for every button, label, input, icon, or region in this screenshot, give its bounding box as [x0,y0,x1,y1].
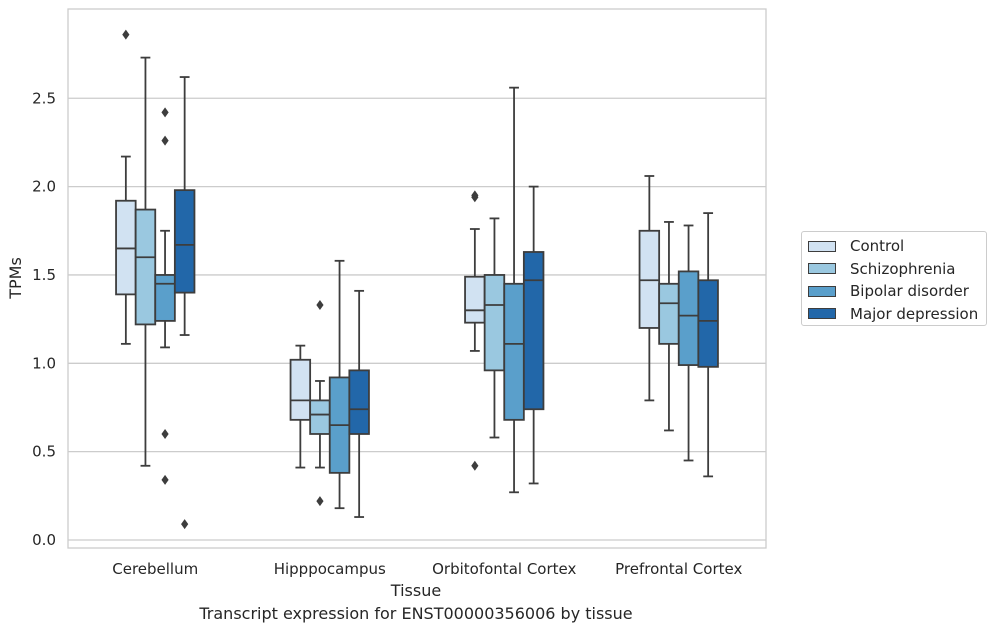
box-control [464,190,486,471]
boxes [115,29,719,530]
box-iqr [134,208,157,326]
box-schizophrenia [658,221,680,432]
outlier-point [471,190,479,201]
box-iqr [658,282,680,345]
box-iqr [697,279,719,368]
y-tick-label: 0.5 [32,443,56,461]
legend-swatch [808,263,836,275]
y-tick-label: 1.0 [32,354,56,372]
outlier-point [471,460,479,471]
legend-item-major-depression: Major depression [808,303,986,326]
x-axis-title: Tissue [390,581,441,600]
box-major-depression [173,76,196,530]
box-iqr [503,282,525,421]
box-iqr [154,274,176,322]
box-major-depression [522,185,545,485]
x-tick-labels: Cerebellum Hipppocampus Orbitofontal Corte… [112,560,742,578]
y-axis-title: TPMs [6,257,25,300]
box-iqr [464,275,486,324]
plot-frame [67,8,767,549]
box-iqr [309,399,331,435]
outlier-point [161,474,169,485]
outlier-point [122,29,130,40]
y-tick-label: 2.0 [32,178,56,196]
outlier-point [316,299,324,310]
box-major-depression [348,289,370,518]
legend-swatch [808,240,836,252]
x-tick-label: Prefrontal Cortex [615,560,742,578]
box-bipolar-disorder [677,224,700,462]
box-major-depression [697,212,719,478]
legend-item-control: Control [808,235,986,258]
outlier-point [161,135,169,146]
box-bipolar-disorder [503,86,525,494]
y-tick-label: 2.5 [32,89,56,107]
box-iqr [677,270,700,366]
y-tick-label: 1.5 [32,266,56,284]
x-tick-label: Orbitofontal Cortex [432,560,576,578]
x-tick-label: Hipppocampus [274,560,386,578]
legend-item-schizophrenia: Schizophrenia [808,258,986,281]
outlier-point [316,496,324,507]
box-iqr [173,189,196,294]
box-control [115,29,137,345]
outlier-point [161,428,169,439]
y-tick-label: 0.0 [32,531,56,549]
box-iqr [522,251,545,411]
box-iqr [348,369,370,435]
legend-swatch [808,285,836,297]
box-iqr [289,358,312,421]
box-schizophrenia [483,217,506,439]
legend-swatch [808,308,836,320]
box-bipolar-disorder [328,259,351,510]
outlier-point [181,519,189,530]
legend-label: Control [850,237,905,256]
legend-label: Schizophrenia [850,259,956,278]
legend: Control Schizophrenia Bipolar disorder M… [801,231,987,326]
box-control [289,344,312,469]
box-schizophrenia [309,299,331,507]
box-control [638,175,661,402]
legend-item-bipolar-disorder: Bipolar disorder [808,280,986,303]
legend-label: Major depression [850,304,979,323]
y-tick-labels: 0.0 0.5 1.0 1.5 2.0 2.5 [32,89,56,549]
box-iqr [483,274,506,372]
box-schizophrenia [134,56,157,467]
legend-label: Bipolar disorder [850,282,969,301]
x-tick-label: Cerebellum [112,560,198,578]
chart-title: Transcript expression for ENST0000035600… [199,604,633,623]
outlier-point [161,107,169,118]
box-bipolar-disorder [154,107,176,485]
